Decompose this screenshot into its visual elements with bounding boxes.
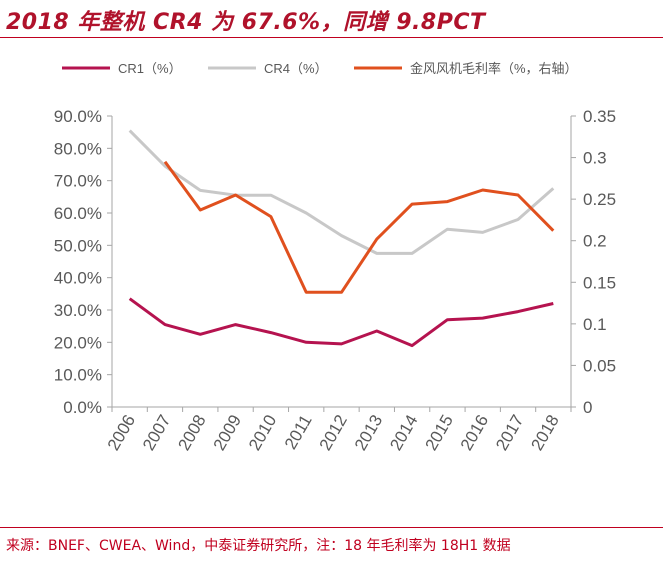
y-right-tick-label: 0.15 <box>583 273 616 292</box>
source-note: 来源：BNEF、CWEA、Wind，中泰证券研究所，注：18 年毛利率为 18H… <box>6 538 511 554</box>
data-point-cr4 <box>269 194 272 197</box>
x-tick-label: 2011 <box>281 412 316 453</box>
data-point-goldwind-margin <box>517 193 520 196</box>
x-tick-label: 2017 <box>492 412 527 454</box>
y-left-tick-label: 60.0% <box>54 204 102 223</box>
footer-divider <box>0 527 663 528</box>
y-left-tick-label: 90.0% <box>54 107 102 126</box>
data-point-cr4 <box>481 231 484 234</box>
y-left-tick-label: 50.0% <box>54 236 102 255</box>
data-point-goldwind-margin <box>446 200 449 203</box>
data-point-goldwind-margin <box>269 215 272 218</box>
x-tick-label: 2010 <box>245 412 280 454</box>
data-point-cr1 <box>517 310 520 313</box>
data-point-goldwind-margin <box>234 193 237 196</box>
legend-label: CR4（%） <box>264 61 328 76</box>
x-tick-label: 2009 <box>210 412 245 454</box>
y-right-tick-label: 0 <box>583 398 592 417</box>
x-tick-label: 2015 <box>422 412 457 454</box>
data-point-cr4 <box>340 234 343 237</box>
data-point-cr1 <box>269 331 272 334</box>
x-tick-label: 2012 <box>316 412 351 454</box>
data-point-goldwind-margin <box>305 291 308 294</box>
y-left-tick-label: 40.0% <box>54 269 102 288</box>
data-point-cr4 <box>199 189 202 192</box>
y-left-tick-label: 80.0% <box>54 139 102 158</box>
x-tick-label: 2006 <box>104 412 139 454</box>
data-point-cr1 <box>481 317 484 320</box>
data-point-cr1 <box>375 330 378 333</box>
chart-title: 2018 年整机 CR4 为 67.6%，同增 9.8PCT <box>6 10 486 35</box>
data-point-cr1 <box>163 323 166 326</box>
data-point-cr1 <box>305 341 308 344</box>
title-divider <box>0 37 663 38</box>
y-left-tick-label: 0.0% <box>63 398 102 417</box>
data-point-cr1 <box>128 297 131 300</box>
data-point-goldwind-margin <box>481 188 484 191</box>
x-tick-label: 2018 <box>527 412 562 454</box>
y-right-tick-label: 0.3 <box>583 149 607 168</box>
x-tick-label: 2013 <box>351 412 386 454</box>
y-left-tick-label: 20.0% <box>54 333 102 352</box>
y-right-tick-label: 0.05 <box>583 356 616 375</box>
legend-label: 金风风机毛利率（%，右轴） <box>410 61 578 76</box>
series-line-goldwind-margin <box>163 160 555 294</box>
line-chart: 0.0% 10.0% 20.0% 30.0% 40.0% 50.0% 60.0% 70.0% 8… <box>54 61 616 454</box>
y-left-tick-label: 30.0% <box>54 301 102 320</box>
data-point-cr4 <box>411 252 414 255</box>
data-point-cr1 <box>446 318 449 321</box>
x-tick-label: 2007 <box>139 412 174 454</box>
series-line-cr4 <box>128 129 555 255</box>
y-right-tick-label: 0.1 <box>583 315 607 334</box>
x-tick-label: 2008 <box>174 412 209 454</box>
data-point-cr1 <box>199 333 202 336</box>
data-point-goldwind-margin <box>163 160 166 163</box>
data-point-cr1 <box>340 342 343 345</box>
y-right-tick-label: 0.25 <box>583 190 616 209</box>
data-point-cr4 <box>128 129 131 132</box>
y-left-tick-label: 10.0% <box>54 366 102 385</box>
data-point-cr1 <box>552 302 555 305</box>
data-point-goldwind-margin <box>411 203 414 206</box>
data-point-cr1 <box>411 344 414 347</box>
data-point-goldwind-margin <box>552 229 555 232</box>
y-right-tick-label: 0.35 <box>583 107 616 126</box>
data-point-cr4 <box>305 212 308 215</box>
data-point-cr4 <box>552 187 555 190</box>
data-point-cr4 <box>375 252 378 255</box>
x-tick-label: 2016 <box>457 412 492 454</box>
y-right-tick-label: 0.2 <box>583 232 607 251</box>
x-tick-label: 2014 <box>386 412 421 454</box>
data-point-goldwind-margin <box>199 208 202 211</box>
data-point-cr4 <box>517 218 520 221</box>
legend-label: CR1（%） <box>118 61 182 76</box>
series-line-cr1 <box>128 297 554 348</box>
data-point-cr1 <box>234 323 237 326</box>
data-point-cr4 <box>446 228 449 231</box>
data-point-goldwind-margin <box>375 238 378 241</box>
y-left-tick-label: 70.0% <box>54 172 102 191</box>
data-point-goldwind-margin <box>340 291 343 294</box>
